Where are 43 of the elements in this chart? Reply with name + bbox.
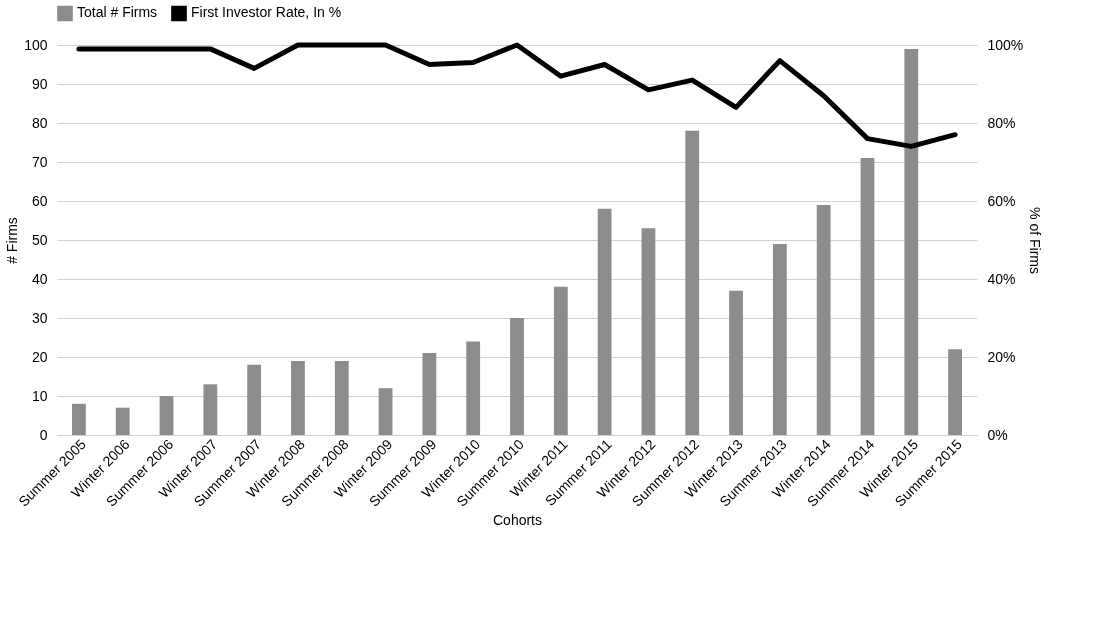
bar (291, 360, 305, 435)
y2-tick-label: 40% (987, 270, 1016, 287)
bar (72, 403, 86, 435)
x-axis-title: Cohorts (492, 511, 543, 528)
legend-label: Total # Firms (77, 4, 158, 21)
bar (685, 130, 700, 435)
bar (641, 228, 656, 435)
bar (247, 364, 262, 435)
legend-label: First Investor Rate, In % (191, 4, 342, 21)
y2-axis-title: % of Firms (1027, 207, 1044, 274)
bar (816, 204, 831, 435)
bar (772, 243, 787, 435)
bar (203, 384, 218, 435)
y-tick-label: 100 (24, 36, 48, 53)
y-tick-label: 0 (39, 426, 48, 443)
y2-tick-label: 20% (987, 348, 1016, 365)
y-tick-label: 20 (31, 348, 48, 365)
y-tick-label: 10 (31, 387, 48, 404)
y-axis-title: # Firms (4, 217, 21, 264)
bar (510, 318, 524, 435)
bar (422, 353, 437, 435)
bar (948, 349, 962, 435)
bar (159, 396, 174, 435)
bar (466, 341, 481, 435)
y2-tick-label: 100% (987, 36, 1024, 53)
y-tick-label: 40 (31, 270, 48, 287)
bar (115, 407, 130, 435)
y2-tick-label: 80% (987, 114, 1016, 131)
bar (334, 360, 349, 435)
y-tick-label: 60 (31, 192, 48, 209)
bar (597, 208, 612, 435)
y-tick-label: 90 (31, 75, 48, 92)
y2-tick-label: 0% (987, 426, 1008, 443)
y-tick-label: 80 (31, 114, 48, 131)
bar (553, 286, 568, 435)
y-tick-label: 30 (31, 309, 48, 326)
bar (378, 388, 393, 435)
bar (729, 290, 743, 435)
bar (860, 158, 875, 435)
bar (904, 48, 919, 435)
y2-tick-label: 60% (987, 192, 1016, 209)
y-tick-label: 50 (31, 231, 48, 248)
y-tick-label: 70 (31, 153, 48, 170)
